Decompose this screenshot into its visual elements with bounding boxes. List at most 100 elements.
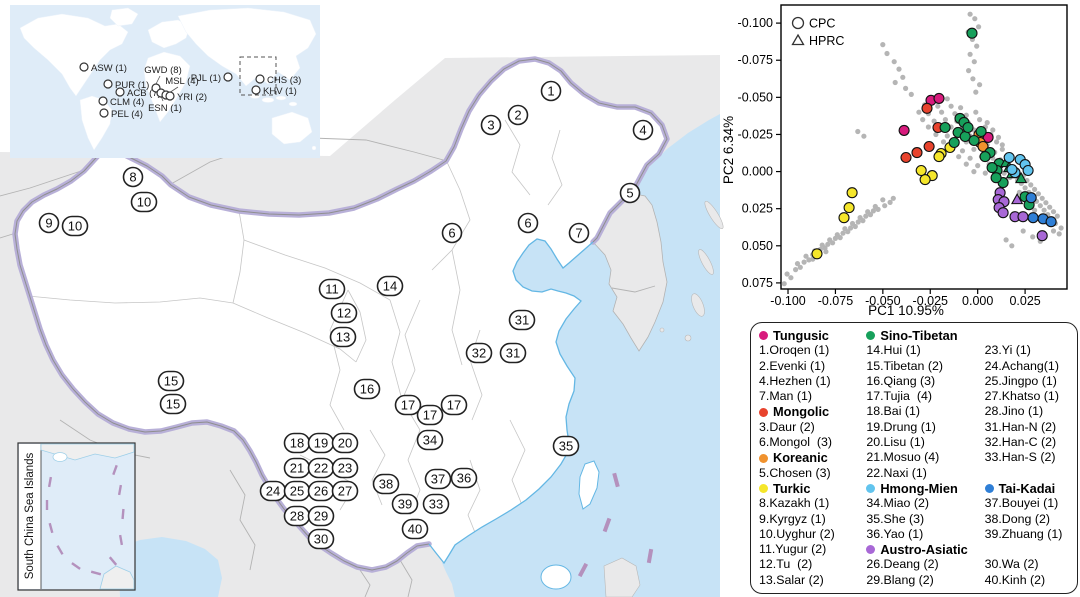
legend-family-austro-asiatic: Austro-Asiatic [866,542,984,557]
map-marker-5: 5 [619,182,641,204]
legend-population-item: 27.Khatso (1) [984,389,1059,404]
pca-xaxis-label: PC1 10.95% [868,303,944,318]
legend-population-item: 4.Hezhen (1) [759,373,831,388]
legend-population-item: 12.Tu (2) [759,557,813,572]
svg-text:29: 29 [314,509,328,524]
legend-population-item: 3.Daur (2) [759,419,815,434]
svg-text:-0.050: -0.050 [738,90,773,104]
legend-family-mongolic: Mongolic [759,404,866,419]
svg-text:21: 21 [290,461,304,476]
svg-text:ESN (1): ESN (1) [148,103,182,114]
family-name-label: Sino-Tibetan [880,328,958,343]
scs-dash-mark [71,562,81,570]
map-marker-10: 10 [130,191,158,213]
legend-column-1: Tungusic 1.Oroqen (1) 2.Evenki (1) 4.Hezhen… [759,328,866,589]
legend-family-turkic: Turkic [759,481,866,496]
svg-text:34: 34 [423,433,437,448]
family-color-dot [759,453,768,463]
svg-text:37: 37 [431,472,445,487]
legend-population-item: 34.Miao (2) [866,496,929,511]
map-marker-25: 25 [283,480,311,502]
reference-site-pel: PEL (4) [99,108,143,120]
legend-spacer [985,328,1073,343]
scs-title: South China Sea Islands [24,452,36,579]
legend-family-hmong-mien: Hmong-Mien [866,481,984,496]
legend-population-item: 25.Jingpo (1) [984,373,1057,388]
japan-islands [659,200,724,342]
svg-text:38: 38 [379,477,393,492]
reference-site-pur: PUR (1) [103,79,149,91]
legend-family-tai-kadai: Tai-Kadai [984,480,1073,496]
map-marker-17: 17 [440,394,468,416]
svg-text:17: 17 [401,398,415,413]
taiwan-island [578,460,600,510]
svg-text:11: 11 [325,282,339,297]
svg-text:GWD (8): GWD (8) [144,65,181,76]
legend-population-item: 11.Yugur (2) [759,542,827,557]
family-name-label: Tai-Kadai [998,480,1056,496]
svg-text:3: 3 [487,118,494,133]
nine-dash-mark [646,548,654,564]
legend-population-item: 36.Yao (1) [866,526,924,541]
scs-hainan [52,452,68,462]
scs-dash-mark [47,476,53,488]
pca-series-tungusic [898,92,994,143]
legend-population-item: 2.Evenki (1) [759,358,826,373]
map-marker-9: 9 [38,212,60,234]
svg-text:14: 14 [383,279,397,294]
svg-text:18: 18 [290,436,304,451]
svg-text:0.050: 0.050 [742,239,773,253]
svg-text:KHV (1): KHV (1) [263,86,297,97]
svg-text:5: 5 [626,186,633,201]
family-color-dot [866,331,876,341]
scs-dash-mark [121,508,125,520]
svg-text:17: 17 [447,398,461,413]
legend-family-sino-tibetan: Sino-Tibetan [866,328,984,343]
scs-dash-mark [118,534,124,546]
map-marker-27: 27 [331,480,359,502]
family-name-label: Turkic [773,480,811,496]
map-marker-6: 6 [517,212,539,234]
svg-text:0.075: 0.075 [742,276,773,290]
svg-text:10: 10 [137,195,151,210]
pca-legend: CPC HPRC [791,17,844,48]
svg-text:CHS (3): CHS (3) [267,75,301,86]
legend-population-item: 35.She (3) [866,511,925,526]
legend-population-item: 28.Jino (1) [984,404,1044,419]
legend-spacer [985,542,1073,557]
svg-text:16: 16 [360,382,374,397]
legend-population-item: 19.Drung (1) [866,419,936,434]
legend-population-item: 24.Achang(1) [984,358,1059,373]
legend-population-item: 18.Bai (1) [866,404,921,419]
world-inset-map: ASW (1) PUR (1)ACB (7)CLM (4)PEL (4) GWD (… [10,5,320,158]
legend-population-item: 38.Dong (2) [984,511,1050,526]
map-marker-39: 39 [391,493,419,515]
svg-text:20: 20 [338,436,352,451]
svg-text:-0.025: -0.025 [913,294,948,308]
svg-text:ACB (7): ACB (7) [127,88,161,99]
svg-text:27: 27 [338,484,352,499]
nine-dash-mark [612,472,620,488]
map-marker-20: 20 [331,432,359,454]
legend-population-item: 14.Hui (1) [866,343,921,358]
reference-site-asw: ASW (1) [79,62,127,74]
scs-dash-mark [48,522,54,534]
map-marker-11: 11 [318,278,346,300]
scs-borneo-land [99,565,135,590]
svg-text:YRI (2): YRI (2) [177,92,207,103]
svg-text:2: 2 [514,108,521,123]
map-marker-14: 14 [376,275,404,297]
legend-population-item: 10.Uyghur (2) [759,526,835,541]
legend-population-item: 7.Man (1) [759,389,813,404]
nine-dash-mark [602,517,612,533]
legend-family-koreanic: Koreanic [759,450,866,465]
legend-population-item: 16.Qiang (3) [866,373,936,388]
map-marker-35: 35 [552,435,580,457]
map-marker-26: 26 [307,480,335,502]
legend-population-item: 13.Salar (2) [759,572,824,587]
map-marker-30: 30 [307,528,335,550]
svg-text:22: 22 [314,461,328,476]
scs-dash-mark [112,464,118,476]
scs-dash-mark [90,570,102,576]
svg-text:-0.075: -0.075 [818,294,853,308]
